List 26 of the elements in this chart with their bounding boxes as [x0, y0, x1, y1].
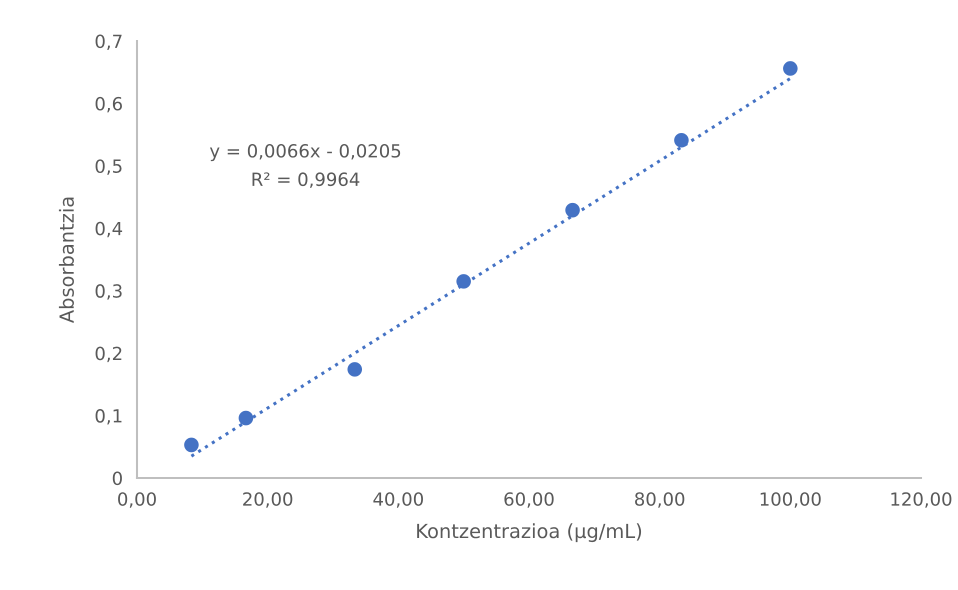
y-tick-label: 0,5 [96, 159, 122, 175]
annotation: y = 0,0066x - 0,0205 [210, 144, 400, 162]
x-tick-label: 80,00 [635, 492, 684, 508]
x-tick-label: 0,00 [118, 492, 156, 508]
point [238, 410, 254, 426]
point [456, 274, 471, 289]
y-tick-label: 0,6 [96, 96, 122, 112]
y-tick-label: 0,3 [96, 284, 122, 300]
point [184, 438, 199, 452]
x-tick-label: 100,00 [760, 492, 821, 508]
point [347, 362, 362, 377]
y-tick-label: 0 [112, 471, 122, 486]
y-tick-label: 0,1 [96, 409, 122, 425]
x-tick-label: 20,00 [243, 492, 292, 508]
point [674, 132, 689, 148]
y-tick-label: 0,4 [96, 222, 122, 238]
annotation: R² = 0,9964 [252, 172, 360, 188]
point [565, 202, 580, 218]
point [783, 61, 798, 76]
x-tick-label: 60,00 [504, 492, 554, 508]
y-tick-label: 0,7 [96, 34, 122, 50]
y-axis-title: Absorbantzia [58, 198, 74, 324]
x-axis-title: Kontzentrazioa (µg/mL) [417, 523, 642, 542]
x-tick-label: 40,00 [373, 492, 423, 508]
y-tick-label: 0,2 [96, 346, 122, 362]
x-tick-label: 120,00 [891, 492, 952, 508]
